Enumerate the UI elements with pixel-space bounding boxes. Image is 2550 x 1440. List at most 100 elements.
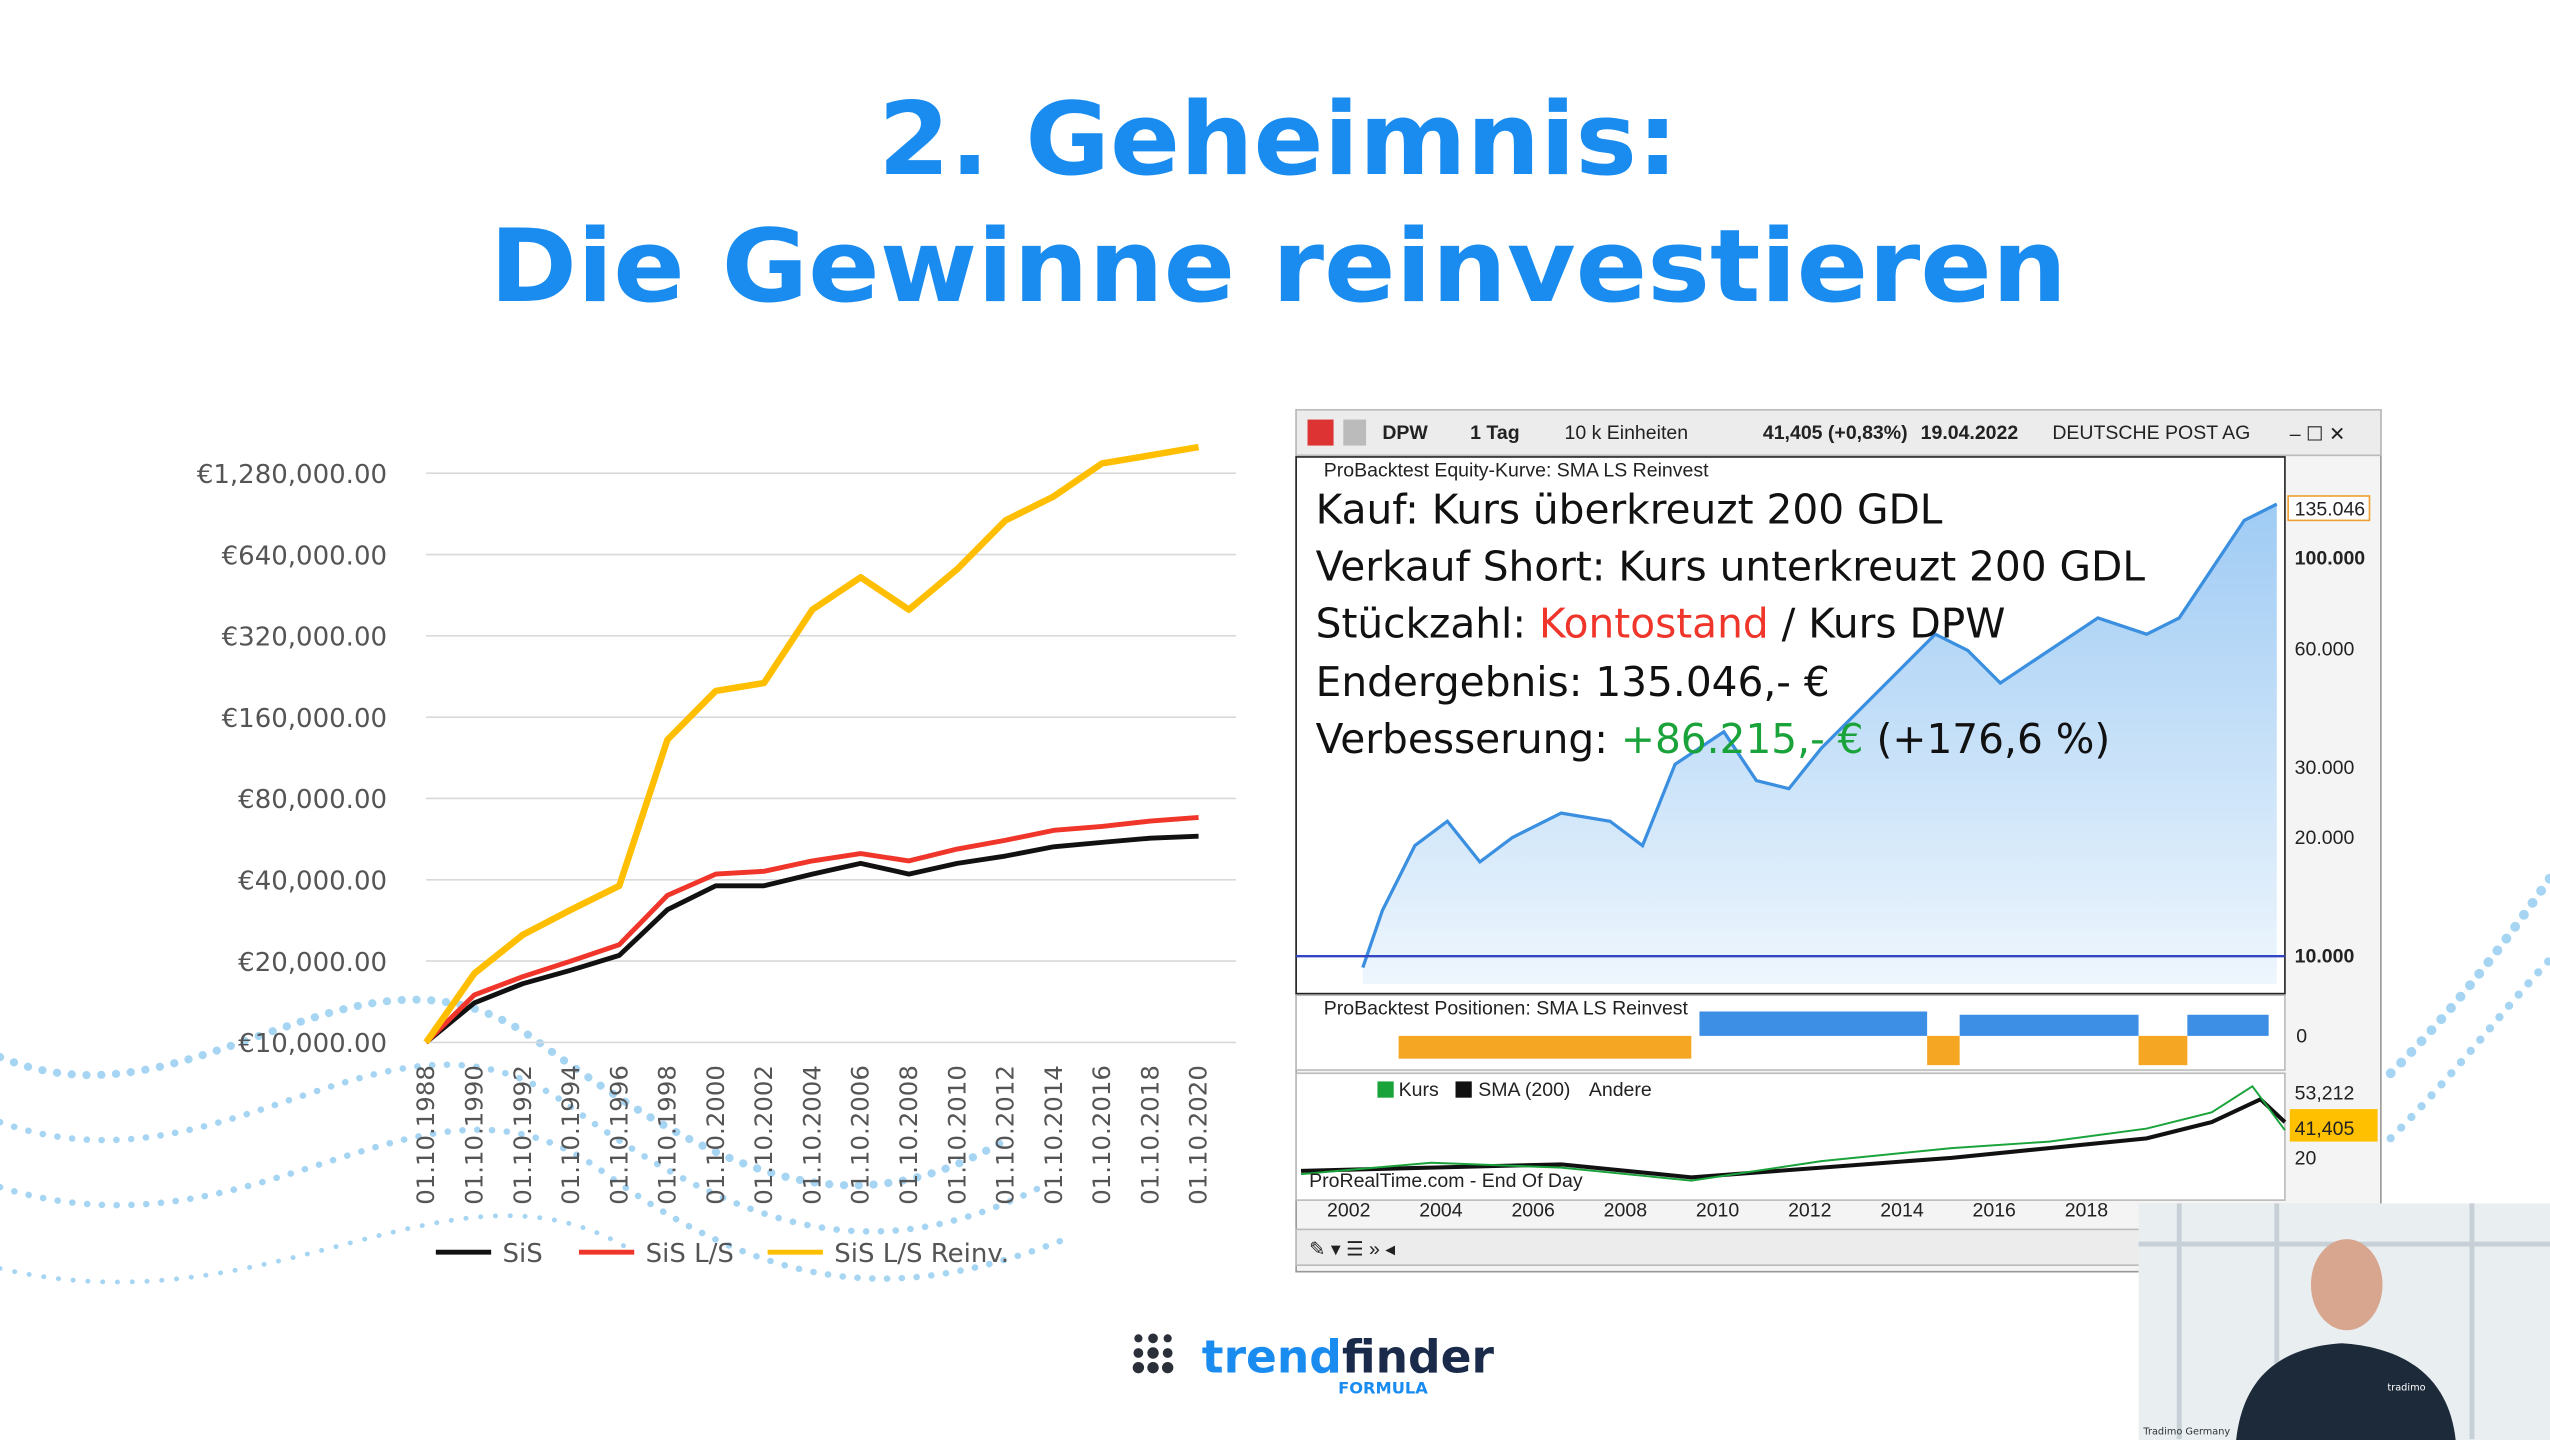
legend-swatch: [1455, 1081, 1472, 1098]
x-tick-label: 01.10.2020: [1184, 1065, 1213, 1205]
time-label: 2012: [1788, 1199, 1831, 1221]
axis-label: 20.000: [2295, 827, 2355, 849]
position-short: [1398, 1035, 1692, 1059]
x-tick-label: 01.10.1992: [508, 1065, 537, 1205]
overlay-line: Verbesserung: +86.215,- € (+176,6 %): [1316, 715, 2111, 763]
axis-label: 20: [2295, 1147, 2317, 1169]
y-tick-label: €10,000.00: [238, 1029, 387, 1059]
legend-label: SiS: [503, 1239, 543, 1269]
icon[interactable]: [1343, 419, 1367, 446]
overlay-highlight: Kontostand: [1539, 599, 1769, 647]
x-tick-label: 01.10.2018: [1135, 1065, 1164, 1205]
toolbar: [1295, 408, 2382, 457]
time-label: 2002: [1327, 1199, 1370, 1221]
video-inset: tradimo Tradimo Germany: [2138, 1203, 2550, 1440]
quote-date: 19.04.2022: [1921, 422, 2019, 444]
panel-title: ProBacktest Equity-Kurve: SMA LS Reinves…: [1324, 459, 1709, 481]
legend-label[interactable]: Kurs: [1399, 1079, 1439, 1101]
legend-label[interactable]: SMA (200): [1478, 1079, 1570, 1101]
x-tick-label: 01.10.1998: [653, 1065, 682, 1205]
x-tick-label: 01.10.2002: [749, 1065, 778, 1205]
y-tick-label: €1,280,000.00: [197, 460, 387, 490]
overlay-line: Kauf: Kurs überkreuzt 200 GDL: [1316, 486, 1943, 534]
time-label: 2018: [2065, 1199, 2108, 1221]
x-tick-label: 01.10.2014: [1039, 1065, 1068, 1205]
overlay-line: Verkauf Short: Kurs unterkreuzt 200 GDL: [1316, 543, 2146, 591]
overlay-text: Stückzahl:: [1316, 599, 1526, 647]
x-tick-label: 01.10.1994: [556, 1065, 585, 1205]
y-tick-label: €40,000.00: [238, 867, 387, 897]
wave-decoration: [0, 873, 2550, 1285]
equity-area: [1362, 504, 2277, 984]
x-tick-label: 01.10.1996: [604, 1065, 633, 1205]
axis-label: 41,405: [2295, 1118, 2355, 1140]
x-tick-label: 01.10.2010: [942, 1065, 971, 1205]
logo-word: trend: [1202, 1331, 1342, 1384]
legend-swatch: [1377, 1081, 1394, 1098]
platform-window: DPW 1 Tag 10 k Einheiten 41,405 (+0,83%)…: [1295, 408, 2382, 1273]
x-tick-label: 01.10.2012: [991, 1065, 1020, 1205]
overlay-highlight: +86.215,- €: [1621, 715, 1864, 763]
interval[interactable]: 1 Tag: [1470, 422, 1519, 444]
x-tick-label: 01.10.1988: [411, 1065, 440, 1205]
y-tick-label: €640,000.00: [222, 541, 387, 571]
window-buttons[interactable]: – ☐ ✕: [2290, 424, 2346, 446]
y-tick-label: €160,000.00: [222, 704, 387, 734]
panel-title: ProBacktest Positionen: SMA LS Reinvest: [1324, 998, 1689, 1020]
legend-label: SiS L/S: [646, 1239, 734, 1269]
axis-label: 10.000: [2295, 946, 2355, 968]
logo-word: finder: [1342, 1331, 1495, 1384]
toolbar-icons[interactable]: ✎ ▾ ☰ » ◂: [1309, 1238, 1395, 1260]
time-label: 2016: [1973, 1199, 2016, 1221]
equity-line: [1361, 502, 2278, 969]
x-tick-label: 01.10.2006: [846, 1065, 875, 1205]
time-label: 2004: [1419, 1199, 1463, 1221]
position-long: [1699, 1011, 1928, 1036]
overlay-text: Verbesserung:: [1316, 715, 1608, 763]
axis-label: 100.000: [2295, 547, 2366, 569]
position-short: [1927, 1035, 1960, 1066]
logo-sub: FORMULA: [1338, 1379, 1428, 1398]
overlay-line: Stückzahl: Kontostand / Kurs DPW: [1316, 599, 2006, 647]
icon[interactable]: [1307, 419, 1334, 446]
shirt-badge: tradimo: [2387, 1382, 2425, 1393]
axis-label: 30.000: [2295, 757, 2355, 779]
y-tick-label: €320,000.00: [222, 623, 387, 653]
x-tick-label: 01.10.2016: [1087, 1065, 1116, 1205]
units[interactable]: 10 k Einheiten: [1564, 422, 1688, 444]
series-line: [424, 833, 1199, 1045]
symbol[interactable]: DPW: [1382, 422, 1428, 444]
series-line: [424, 815, 1199, 1045]
logo: trendfinder: [1202, 1331, 1495, 1384]
line-chart: €10,000.00 €20,000.00 €40,000.00 €80,000.00…: [197, 443, 1236, 1269]
title: 2. Geheimnis:: [878, 80, 1678, 198]
series-line: [423, 443, 1200, 1045]
time-label: 2008: [1604, 1199, 1647, 1221]
x-tick-label: 01.10.2008: [894, 1065, 923, 1205]
axis-label: 53,212: [2295, 1082, 2355, 1104]
axis-label: 0: [2296, 1025, 2307, 1047]
time-axis: 2002 2004 2006 2008 2010 2012 2014 2016 2018: [1327, 1199, 2108, 1221]
presenter: [2236, 1343, 2456, 1440]
y-tick-label: €20,000.00: [238, 948, 387, 978]
time-label: 2014: [1880, 1199, 1924, 1221]
axis-label: 135.046: [2295, 499, 2366, 521]
logo-dots: [1132, 1333, 1174, 1374]
x-tick-label: 01.10.2000: [701, 1065, 730, 1205]
time-label: 2006: [1511, 1199, 1554, 1221]
legend-label[interactable]: Andere: [1589, 1079, 1652, 1101]
instrument-name: DEUTSCHE POST AG: [2052, 422, 2250, 444]
title: Die Gewinne reinvestieren: [490, 207, 2067, 325]
overlay-line: Endergebnis: 135.046,- €: [1316, 658, 1830, 706]
watermark: ProRealTime.com - End Of Day: [1309, 1170, 1583, 1192]
x-tick-label: 01.10.1990: [459, 1065, 488, 1205]
price-line: [1300, 1084, 2286, 1182]
x-tick-label: 01.10.2004: [797, 1065, 826, 1205]
time-label: 2010: [1696, 1199, 1740, 1221]
position-long: [1959, 1014, 2139, 1036]
legend-label: SiS L/S Reinv.: [834, 1239, 1009, 1269]
axis-badge: [2287, 495, 2371, 522]
position-short: [2138, 1035, 2188, 1066]
